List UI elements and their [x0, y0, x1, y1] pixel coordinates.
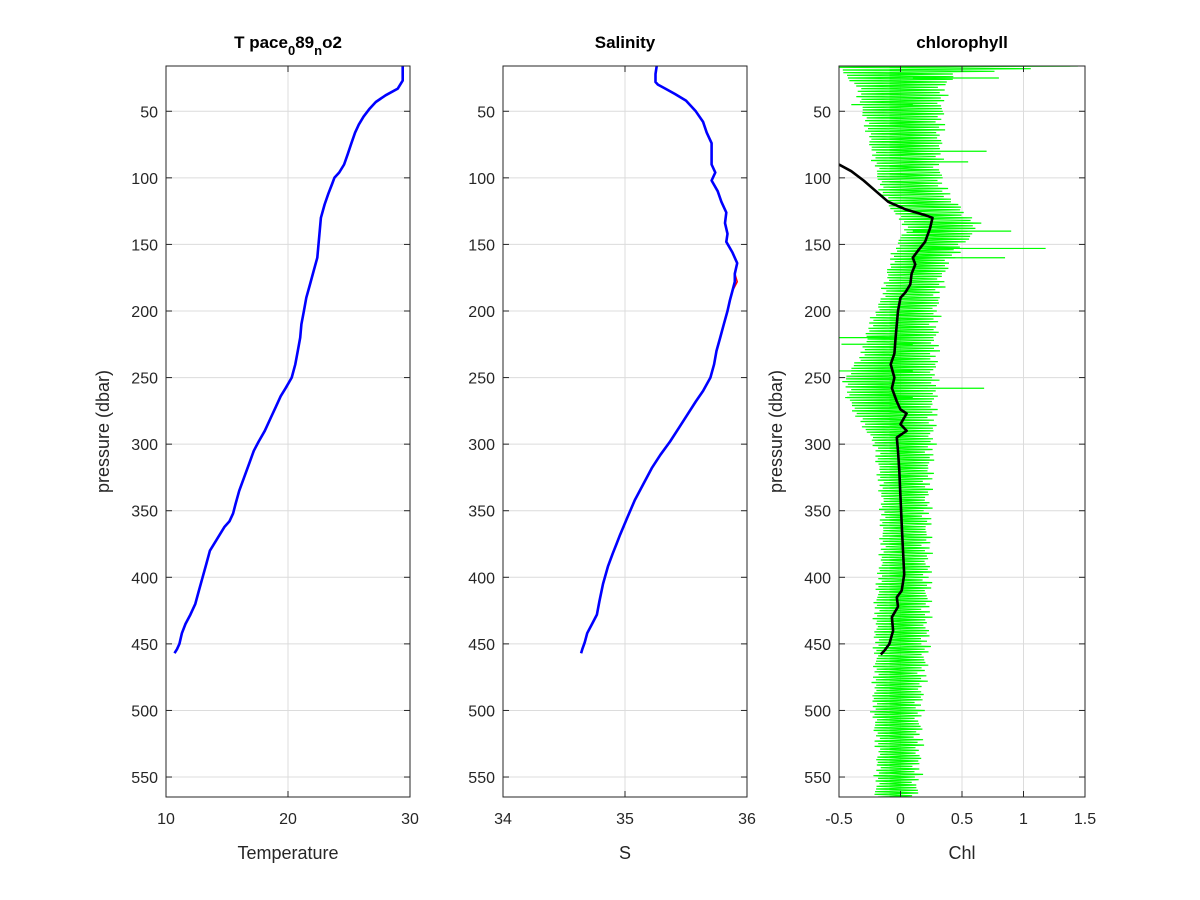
x-tick-label: 20: [279, 811, 297, 828]
y-tick-label: 500: [804, 703, 831, 720]
panel-title: chlorophyll: [916, 33, 1008, 52]
y-tick-label: 150: [131, 237, 158, 254]
y-tick-label: 500: [468, 703, 495, 720]
title-part: 89: [295, 33, 314, 52]
y-tick-label: 100: [804, 171, 831, 188]
y-tick-label: 150: [468, 237, 495, 254]
y-axis-label: pressure (dbar): [766, 370, 786, 493]
y-tick-label: 100: [131, 171, 158, 188]
y-tick-label: 250: [131, 371, 158, 388]
y-tick-label: 300: [131, 437, 158, 454]
y-tick-label: 300: [468, 437, 495, 454]
y-tick-label: 50: [477, 104, 495, 121]
series-line-2: [579, 66, 739, 654]
x-tick-label: 0: [896, 811, 905, 828]
y-tick-label: 50: [140, 104, 158, 121]
x-tick-label: 30: [401, 811, 419, 828]
x-tick-label: 1: [1019, 811, 1028, 828]
y-tick-label: 200: [131, 304, 158, 321]
panel-2: 34 35 36 50 100 150 200 250 300 350 400 450 500 550 S S…: [468, 33, 756, 863]
y-tick-label: 200: [468, 304, 495, 321]
panel-title: T pace089no2: [234, 33, 342, 58]
x-tick-label: -0.5: [825, 811, 853, 828]
y-tick-label: 500: [131, 703, 158, 720]
series-line-1: [173, 66, 404, 654]
plot-area: [839, 66, 1078, 797]
y-tick-label: 300: [804, 437, 831, 454]
plot-area: [173, 66, 404, 654]
y-tick-label: 150: [804, 237, 831, 254]
x-axis-label: Temperature: [237, 843, 338, 863]
y-tick-label: 450: [131, 637, 158, 654]
x-tick-label: 34: [494, 811, 512, 828]
y-tick-label: 350: [131, 504, 158, 521]
x-tick-label: 10: [157, 811, 175, 828]
x-tick-label: 35: [616, 811, 634, 828]
y-tick-label: 450: [804, 637, 831, 654]
y-tick-label: 450: [468, 637, 495, 654]
y-tick-label: 50: [813, 104, 831, 121]
y-tick-label: 350: [468, 504, 495, 521]
y-tick-label: 100: [468, 171, 495, 188]
title-part: n: [314, 43, 322, 58]
series-line-1: [839, 163, 934, 656]
panel-title: Salinity: [595, 33, 656, 52]
y-tick-label: 400: [804, 570, 831, 587]
panel-1: 10 20 30 50 100 150 200 250 300 350 400 450 500 550 Te…: [93, 33, 419, 863]
y-tick-label: 400: [131, 570, 158, 587]
x-axis-label: S: [619, 843, 631, 863]
x-tick-label: 36: [738, 811, 756, 828]
y-tick-label: 550: [468, 770, 495, 787]
y-tick-label: 200: [804, 304, 831, 321]
panel-3: -0.5 0 0.5 1 1.5 50 100 150 200 250 300 350 400 450 50…: [766, 33, 1096, 863]
y-tick-label: 550: [131, 770, 158, 787]
x-tick-label: 0.5: [951, 811, 973, 828]
y-tick-label: 550: [804, 770, 831, 787]
x-axis-label: Chl: [948, 843, 975, 863]
title-part: o2: [322, 33, 342, 52]
x-tick-label: 1.5: [1074, 811, 1096, 828]
y-tick-label: 350: [804, 504, 831, 521]
y-axis-label: pressure (dbar): [93, 370, 113, 493]
y-tick-label: 400: [468, 570, 495, 587]
title-part: T pace: [234, 33, 288, 52]
plot-area: [579, 66, 739, 654]
y-tick-label: 250: [804, 371, 831, 388]
chl-raw-envelope: [839, 66, 1078, 797]
title-part: 0: [288, 43, 295, 58]
y-tick-label: 250: [468, 371, 495, 388]
